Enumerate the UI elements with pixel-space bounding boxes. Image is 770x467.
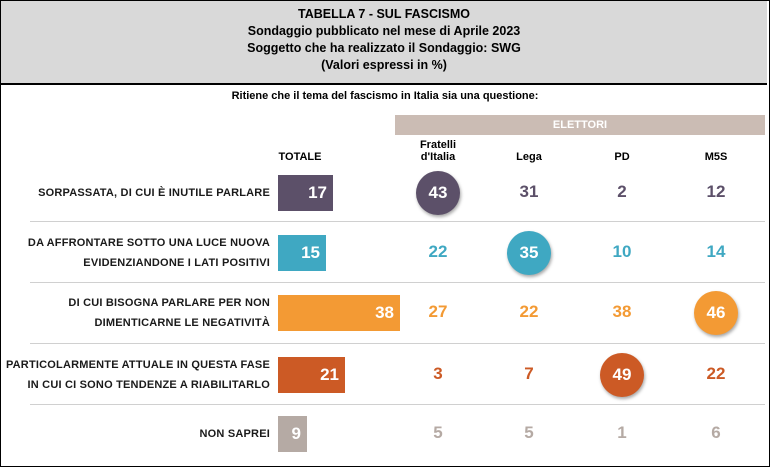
units-note: (Valori espressi in %) [321,58,447,72]
value-cell: 14 [706,242,726,261]
row-label-line2: EVIDENZIANDONE I LATI POSITIVI [83,257,270,269]
survey-date: Sondaggio pubblicato nel mese di Aprile … [247,24,521,38]
column-header-fdi-line1: Fratelli [419,139,457,151]
highlight-value-circle: 43 [416,171,460,215]
row-separator [30,404,765,405]
elettori-band [395,115,765,135]
value-cell: 2 [617,182,627,201]
value-cell: 27 [428,302,448,321]
value-cell: 6 [711,423,721,442]
row-label-line1: SORPASSATA, DI CUI È INUTILE PARLARE [38,187,270,199]
elettori-label: ELETTORI [552,119,608,131]
value-cell: 38 [612,302,632,321]
row-label: SORPASSATA, DI CUI È INUTILE PARLARE [4,183,270,203]
value-cell: 22 [519,302,539,321]
total-bar [278,175,333,211]
total-bar-label: 15 [301,243,320,262]
total-bar-label: 17 [308,183,327,202]
row-label: DA AFFRONTARE SOTTO UNA LUCE NUOVA EVIDEN… [4,233,270,273]
row-label: NON SAPREI [4,424,270,444]
row-label-line1: DI CUI BISOGNA PARLARE PER NON [68,297,270,309]
value-cell: 5 [433,423,443,442]
column-header-pd: PD [614,151,630,163]
total-bar [278,357,345,393]
row-label: PARTICOLARMENTE ATTUALE IN QUESTA FASE IN… [4,355,270,395]
row-label-line1: PARTICOLARMENTE ATTUALE IN QUESTA FASE [5,359,270,371]
highlight-value-circle: 35 [507,231,551,275]
row-label-line2: DIMENTICARNE LE NEGATIVITÀ [94,317,270,329]
total-bar-label: 38 [375,303,394,322]
value-cell: 12 [706,182,726,201]
value-cell: 31 [519,182,539,201]
row-label: DI CUI BISOGNA PARLARE PER NON DIMENTICAR… [4,293,270,333]
highlight-value-circle: 49 [600,353,644,397]
value-cell: 22 [428,242,448,261]
value-cell: 7 [524,364,534,383]
row-label-line2: IN CUI CI SONO TENDENZE A RIABILITARLO [27,379,270,391]
column-header-fdi-line2: d'Italia [420,151,456,163]
row-separator [30,343,765,344]
question-text: Ritiene che il tema del fascismo in Ital… [231,90,539,102]
table-title: TABELLA 7 - SUL FASCISMO [298,7,470,21]
column-header-lega: Lega [516,151,542,163]
column-header-fdi: Fratelli d'Italia [408,139,468,163]
total-bar [278,295,400,331]
row-separator [30,282,765,283]
total-bar-label: 21 [320,365,339,384]
total-bar [278,416,307,452]
value-cell: 5 [524,423,534,442]
value-cell: 3 [433,364,443,383]
row-label-line1: DA AFFRONTARE SOTTO UNA LUCE NUOVA [27,237,270,249]
value-cell: 1 [617,423,627,442]
total-bar [278,235,326,271]
value-cell: 10 [612,242,632,261]
row-separator [30,221,765,222]
table-header: TABELLA 7 - SUL FASCISMO Sondaggio pubbl… [1,1,767,85]
survey-source: Soggetto che ha realizzato il Sondaggio:… [247,41,521,55]
total-bar-label: 9 [291,424,301,443]
row-label-line1: NON SAPREI [199,428,270,440]
column-header-totale: TOTALE [278,151,322,163]
column-header-m5s: M5S [704,151,728,163]
highlight-value-circle: 46 [694,291,738,335]
value-cell: 22 [706,364,726,383]
